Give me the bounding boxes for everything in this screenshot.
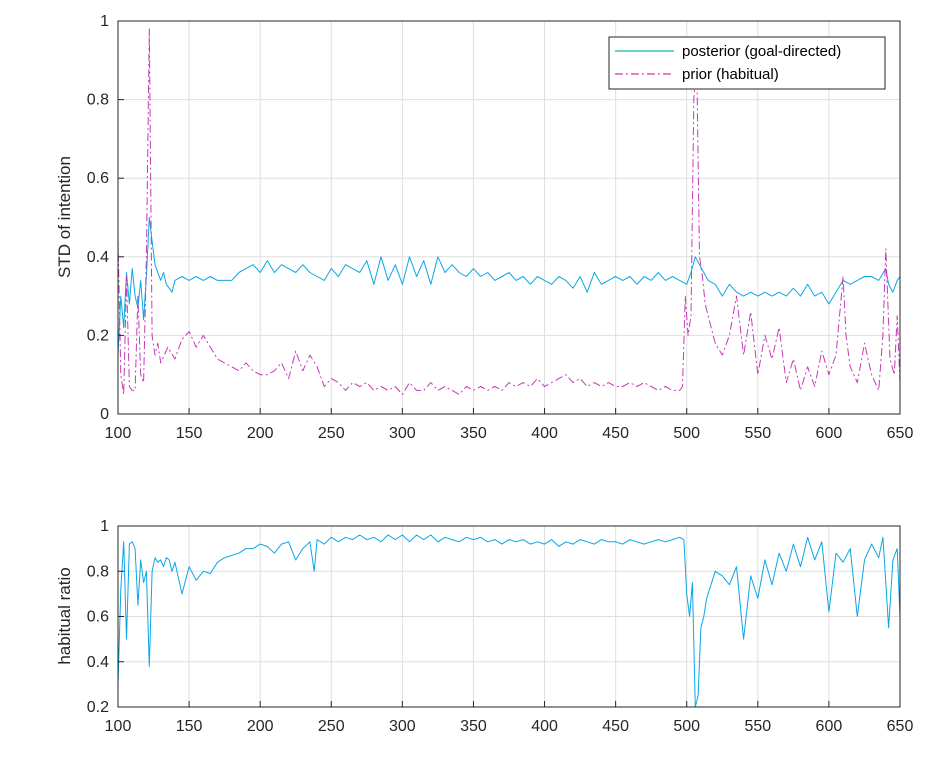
- top-xtick-label: 150: [176, 425, 203, 442]
- top-ytick-label: 0.8: [87, 92, 109, 109]
- bot-xtick-label: 350: [460, 718, 487, 735]
- top-series-line-0: [117, 217, 901, 356]
- bot-xtick-label: 200: [247, 718, 274, 735]
- top-xtick-label: 450: [602, 425, 629, 442]
- top-y-ticks: 0 0.2 0.4 0.6 0.8 1: [87, 13, 124, 423]
- bot-ytick-label: 1: [100, 518, 109, 535]
- bot-ytick-label: 0.4: [87, 654, 109, 671]
- top-plot-frame: [117, 20, 901, 415]
- bot-series-line-0: [117, 534, 901, 708]
- bottom-y-ticks: 0.2 0.4 0.6 0.8 1: [87, 518, 124, 716]
- bot-xtick-label: 250: [318, 718, 345, 735]
- legend: posterior (goal-directed) prior (habitua…: [608, 36, 886, 90]
- bot-ytick-label: 0.2: [87, 699, 109, 716]
- top-xtick-label: 650: [887, 425, 914, 442]
- bottom-plot: 100 150 200 250 300 350 400 450 500 550 600 650 0.2…: [55, 518, 913, 735]
- top-ytick-label: 1: [100, 13, 109, 30]
- bottom-series-group: [117, 534, 901, 708]
- top-xtick-label: 500: [673, 425, 700, 442]
- bot-xtick-label: 600: [816, 718, 843, 735]
- top-x-ticks: 100 150 200 250 300 350 400 450 500 550 600 650: [105, 408, 914, 442]
- bot-xtick-label: 450: [602, 718, 629, 735]
- bot-xtick-label: 550: [744, 718, 771, 735]
- top-xtick-label: 100: [105, 425, 132, 442]
- bot-xtick-label: 150: [176, 718, 203, 735]
- top-xtick-label: 200: [247, 425, 274, 442]
- legend-label-posterior: posterior (goal-directed): [682, 43, 841, 60]
- top-xtick-label: 400: [531, 425, 558, 442]
- top-series-group: [117, 28, 901, 395]
- top-xtick-label: 300: [389, 425, 416, 442]
- bot-xtick-label: 300: [389, 718, 416, 735]
- top-series-line-1: [117, 28, 901, 395]
- top-xtick-label: 350: [460, 425, 487, 442]
- bot-xtick-label: 650: [887, 718, 914, 735]
- top-ytick-label: 0: [100, 406, 109, 423]
- bot-xtick-label: 500: [673, 718, 700, 735]
- bot-xtick-label: 400: [531, 718, 558, 735]
- bottom-x-ticks: 100 150 200 250 300 350 400 450 500 550 600 650: [105, 701, 914, 735]
- top-xtick-label: 600: [816, 425, 843, 442]
- top-ytick-label: 0.2: [87, 327, 109, 344]
- bottom-y-axis-label: habitual ratio: [55, 567, 74, 664]
- top-ytick-label: 0.6: [87, 170, 109, 187]
- bot-ytick-label: 0.8: [87, 563, 109, 580]
- legend-box: [608, 36, 886, 90]
- top-xtick-label: 250: [318, 425, 345, 442]
- bot-xtick-label: 100: [105, 718, 132, 735]
- bot-ytick-label: 0.6: [87, 609, 109, 626]
- top-y-axis-label: STD of intention: [55, 156, 74, 278]
- top-xtick-label: 550: [744, 425, 771, 442]
- legend-label-prior: prior (habitual): [682, 66, 779, 83]
- top-ytick-label: 0.4: [87, 249, 109, 266]
- top-plot: 100 150 200 250 300 350 400 450 500 550 600 650 0 0.…: [55, 13, 913, 442]
